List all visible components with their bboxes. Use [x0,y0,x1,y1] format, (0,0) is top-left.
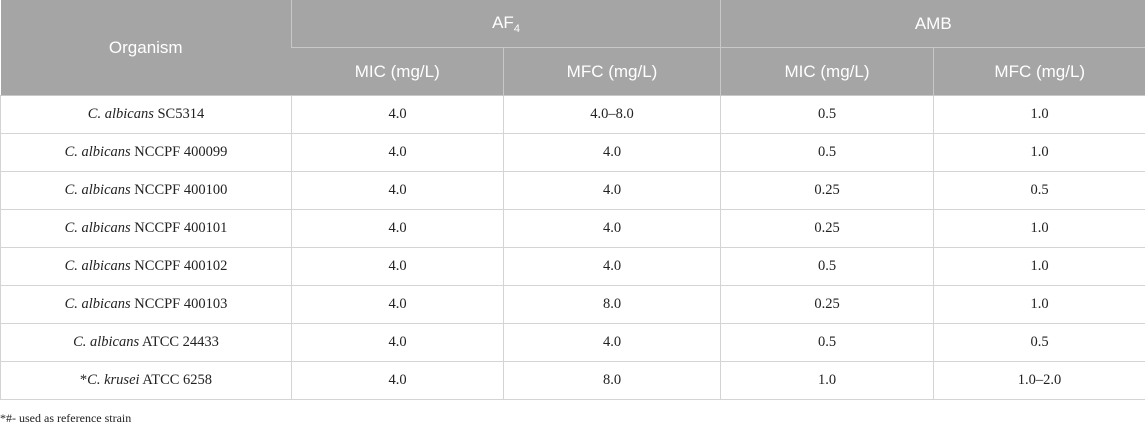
organism-cell: C. albicans NCCPF 400102 [1,248,292,286]
value-cell: 8.0 [504,286,721,324]
value-cell: 4.0 [292,172,504,210]
value-cell: 4.0 [504,248,721,286]
strain: SC5314 [157,106,204,122]
species: C. albicans [73,334,139,350]
organism-cell: C. albicans ATCC 24433 [1,324,292,362]
organism-cell: C. albicans SC5314 [1,96,292,134]
value-cell: 0.5 [934,324,1145,362]
footnote: *#- used as reference strain [0,411,131,426]
species: C. albicans [88,106,154,122]
value-cell: 4.0 [292,96,504,134]
strain: NCCPF 400100 [134,182,227,198]
value-cell: 1.0 [721,362,934,400]
value-cell: 4.0 [504,324,721,362]
value-cell: 0.25 [721,172,934,210]
value-cell: 1.0 [934,210,1145,248]
value-cell: 8.0 [504,362,721,400]
value-cell: 1.0–2.0 [934,362,1145,400]
organism-cell: C. albicans NCCPF 400099 [1,134,292,172]
value-cell: 0.5 [721,324,934,362]
species: C. krusei [87,372,139,388]
value-cell: 0.5 [934,172,1145,210]
value-cell: 0.5 [721,248,934,286]
column-header: MFC (mg/L) [504,48,721,96]
value-cell: 4.0 [504,172,721,210]
header-group: AMB [721,0,1145,48]
strain: NCCPF 400102 [134,258,227,274]
data-table: Organism AF4 AMB MIC (mg/L)MFC (mg/L)MIC… [0,0,1145,400]
value-cell: 1.0 [934,96,1145,134]
column-header: MIC (mg/L) [292,48,504,96]
strain: NCCPF 400101 [134,220,227,236]
species: C. albicans [65,144,131,160]
value-cell: 0.5 [721,134,934,172]
header-group: AF4 [292,0,721,48]
value-cell: 0.5 [721,96,934,134]
value-cell: 1.0 [934,134,1145,172]
species: C. albicans [65,182,131,198]
value-cell: 1.0 [934,286,1145,324]
organism-cell: C. albicans NCCPF 400100 [1,172,292,210]
strain: NCCPF 400099 [134,144,227,160]
value-cell: 4.0 [292,286,504,324]
value-cell: 1.0 [934,248,1145,286]
species: C. albicans [65,296,131,312]
value-cell: 4.0 [292,134,504,172]
value-cell: 4.0 [292,210,504,248]
organism-cell: *C. krusei ATCC 6258 [1,362,292,400]
value-cell: 4.0 [292,324,504,362]
header-organism: Organism [1,0,292,96]
value-cell: 0.25 [721,210,934,248]
species: C. albicans [65,258,131,274]
strain: ATCC 6258 [142,372,212,388]
column-header: MFC (mg/L) [934,48,1145,96]
column-header: MIC (mg/L) [721,48,934,96]
strain: NCCPF 400103 [134,296,227,312]
value-cell: 4.0 [504,134,721,172]
strain: ATCC 24433 [142,334,219,350]
value-cell: 4.0 [292,362,504,400]
group-subscript: 4 [514,23,520,35]
value-cell: 4.0 [292,248,504,286]
value-cell: 0.25 [721,286,934,324]
value-cell: 4.0–8.0 [504,96,721,134]
organism-cell: C. albicans NCCPF 400103 [1,286,292,324]
group-name: AF [492,13,514,32]
organism-cell: C. albicans NCCPF 400101 [1,210,292,248]
value-cell: 4.0 [504,210,721,248]
species: C. albicans [65,220,131,236]
